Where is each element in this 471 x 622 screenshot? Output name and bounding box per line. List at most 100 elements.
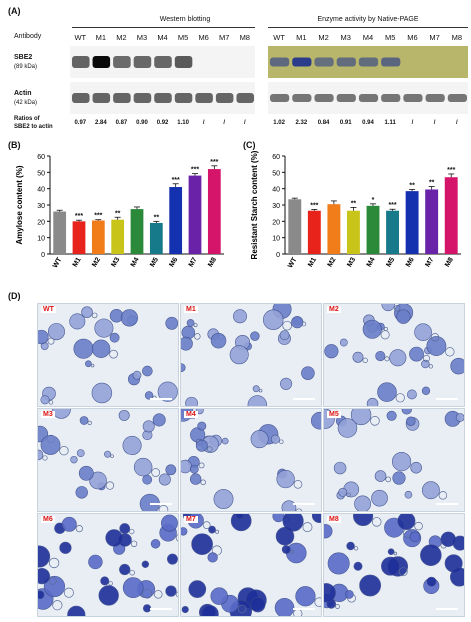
amylose-sig-M2: *** [94, 213, 102, 220]
micrograph-grid: WT M1 M2 M3 M4 M5 M6 M7 M8 [37, 303, 465, 617]
western-lane-label-1: M1 [95, 33, 107, 42]
amylose-bar-M7 [188, 175, 202, 254]
micrograph-M3: M3 [37, 408, 179, 512]
amylose-bar-M2 [91, 220, 105, 254]
enzyme-actin-band-5 [381, 94, 401, 102]
amylose-xtick-M7: M7 [188, 256, 199, 268]
western-ratio-6: / [202, 120, 205, 126]
native-band-2 [314, 57, 334, 67]
amylose-ytick-4: 40 [37, 187, 45, 194]
resistant-starch-xtick-WT: WT [287, 256, 299, 270]
native-band-1 [292, 57, 312, 67]
micrograph-M5: M5 [323, 408, 465, 512]
amylose-bar-M5 [149, 222, 163, 254]
enzyme-actin-band-6 [403, 94, 423, 102]
western-lane-label-5: M5 [177, 33, 189, 42]
amylose-error-M3 [114, 216, 121, 220]
scale-bar-M6 [150, 608, 172, 610]
enzyme-ratio-8: / [456, 120, 458, 126]
enzyme-ratio-2: 0.84 [317, 120, 330, 126]
western-lane-label-4: M4 [157, 33, 168, 42]
amylose-error-WT [56, 209, 63, 212]
resistant-starch-xtick-M1: M1 [307, 256, 318, 268]
resistant-starch-bar-M4 [366, 205, 380, 254]
resistant-starch-ytick-2: 20 [272, 219, 280, 226]
scale-bar-M3 [150, 503, 172, 505]
amylose-error-M8 [211, 165, 218, 170]
micrograph-label-M1: M1 [184, 306, 198, 313]
enzyme-actin-band-8 [447, 94, 467, 102]
enzyme-lane-label-8: M8 [451, 33, 463, 42]
scale-bar-M2 [436, 398, 458, 400]
amylose-sig-M5: ** [154, 214, 160, 221]
resistant-starch-sig-M3: ** [351, 200, 357, 207]
enzyme-lane-label-3: M3 [340, 33, 351, 42]
actin-band-1 [92, 93, 111, 103]
enzyme-ratio-3: 0.91 [339, 120, 352, 126]
amylose-sig-M6: *** [172, 177, 180, 184]
amylose-ytick-0: 0 [41, 252, 45, 259]
resistant-starch-sig-M6: ** [409, 182, 415, 189]
enzyme-lane-label-4: M4 [362, 33, 374, 42]
resistant-starch-xtick-M2: M2 [327, 256, 338, 268]
amylose-xtick-M8: M8 [207, 256, 218, 268]
sbe2-band-5 [174, 56, 193, 68]
micrograph-label-M4: M4 [184, 411, 198, 418]
amylose-error-M4 [134, 206, 140, 210]
resistant-starch-sig-M7: ** [429, 180, 435, 187]
enzyme-actin-blot [268, 82, 468, 114]
micrograph-M1: M1 [180, 303, 322, 407]
resistant-starch-ytick-4: 40 [272, 187, 280, 194]
resistant-starch-xtick-M3: M3 [346, 256, 357, 268]
amylose-xtick-M4: M4 [130, 256, 141, 268]
actin-band-5 [174, 93, 193, 103]
panel-label-b: (B) [8, 140, 21, 150]
scale-bar-M5 [436, 503, 458, 505]
amylose-xtick-M2: M2 [91, 256, 102, 268]
amylose-bar-M8 [207, 169, 221, 254]
resistant-starch-sig-M4: * [372, 197, 375, 204]
scale-bar-M4 [293, 503, 315, 505]
micrograph-label-WT: WT [41, 306, 56, 313]
resistant-starch-ytick-6: 60 [272, 154, 280, 161]
resistant-starch-error-M4 [370, 203, 376, 206]
amylose-error-M7 [192, 173, 198, 176]
resistant-starch-error-M6 [409, 189, 416, 192]
amylose-bar-M1 [72, 221, 86, 254]
western-ratio-8: / [243, 120, 246, 126]
enzyme-ratio-4: 0.94 [362, 120, 374, 126]
resistant-starch-bar-M8 [444, 177, 458, 254]
amylose-ylabel: Amylose content (%) [15, 165, 24, 244]
amylose-error-M2 [95, 219, 102, 221]
amylose-error-M5 [153, 220, 160, 223]
resistant-starch-ytick-5: 50 [272, 170, 280, 177]
western-title: Western blotting [159, 16, 211, 23]
resistant-starch-bar-M7 [425, 189, 439, 254]
resistant-starch-bar-M1 [307, 210, 321, 254]
micrograph-WT: WT [37, 303, 179, 407]
native-band-5 [381, 57, 401, 67]
resistant-starch-bar-M5 [386, 210, 400, 254]
scale-bar-M8 [436, 608, 458, 610]
sbe2-kda: (89 kDa) [14, 64, 38, 70]
actin-band-0 [72, 93, 90, 103]
enzyme-ratio-6: / [411, 120, 414, 126]
ratio-label-2: SBE2 to actin [14, 124, 53, 130]
native-band-4 [358, 57, 379, 67]
western-lane-label-6: M6 [198, 33, 209, 42]
amylose-sig-M7: *** [191, 167, 199, 174]
resistant-starch-error-M1 [311, 209, 318, 211]
amylose-sig-M8: *** [210, 159, 218, 166]
amylose-error-M6 [172, 183, 179, 188]
resistant-starch-xtick-M8: M8 [444, 256, 455, 268]
western-ratios: 0.97 2.84 0.87 0.90 0.92 1.10 / / / [70, 120, 255, 126]
enzyme-lane-labels: WT M1 M2 M3 M4 M5 M6 M7 M8 [268, 33, 468, 42]
western-ratio-7: / [223, 120, 226, 126]
western-lane-label-0: WT [74, 33, 87, 42]
western-lane-label-8: M8 [239, 33, 250, 42]
enzyme-lane-label-5: M5 [384, 33, 396, 42]
western-ratio-0: 0.97 [74, 120, 87, 126]
amylose-bar-WT [53, 211, 67, 254]
panel-label-c: (C) [243, 140, 256, 150]
western-ratio-1: 2.84 [95, 120, 107, 126]
